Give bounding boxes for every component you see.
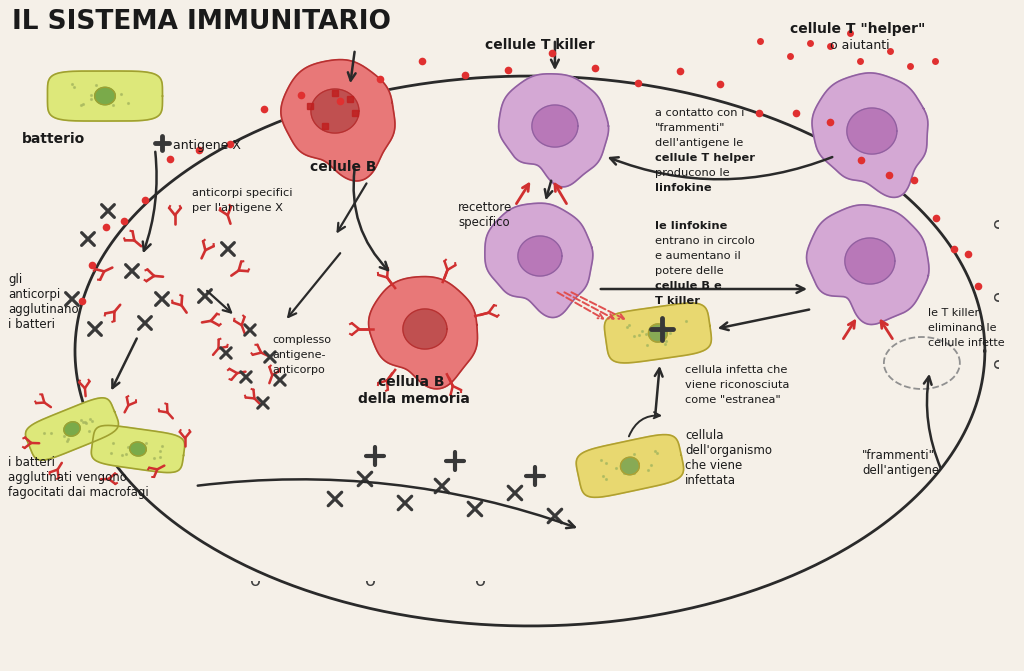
Polygon shape (648, 324, 668, 342)
Text: cellula infetta che: cellula infetta che (685, 365, 787, 375)
Text: viene riconosciuta: viene riconosciuta (685, 380, 790, 390)
Text: le T killer: le T killer (928, 308, 979, 318)
Text: dell'antigene le: dell'antigene le (655, 138, 743, 148)
Text: per l'antigene X: per l'antigene X (191, 203, 283, 213)
Text: "frammenti": "frammenti" (862, 449, 935, 462)
Polygon shape (94, 87, 116, 105)
Text: entrano in circolo: entrano in circolo (655, 236, 755, 246)
Text: cellule T "helper": cellule T "helper" (790, 22, 926, 36)
Text: cellula: cellula (685, 429, 723, 442)
Text: agglutinano: agglutinano (8, 303, 79, 316)
Text: cellule B: cellule B (310, 160, 377, 174)
Text: eliminano le: eliminano le (928, 323, 996, 333)
Polygon shape (311, 89, 359, 133)
Text: le linfokine: le linfokine (655, 221, 727, 231)
Text: linfokine: linfokine (655, 183, 712, 193)
Text: ᴗ: ᴗ (365, 572, 376, 590)
Text: infettata: infettata (685, 474, 736, 487)
Polygon shape (484, 203, 593, 317)
Text: i batteri: i batteri (8, 318, 55, 331)
Text: della memoria: della memoria (358, 392, 470, 406)
Polygon shape (281, 60, 395, 181)
Polygon shape (845, 238, 895, 284)
Text: "frammenti": "frammenti" (655, 123, 725, 133)
Polygon shape (130, 442, 146, 456)
Polygon shape (604, 303, 712, 363)
Text: recettore: recettore (458, 201, 512, 214)
Text: come "estranea": come "estranea" (685, 395, 780, 405)
Text: ᴗ: ᴗ (988, 359, 1006, 370)
Text: T killer: T killer (655, 296, 700, 306)
Text: i batteri: i batteri (8, 456, 55, 469)
Polygon shape (812, 73, 928, 197)
Text: antigene X: antigene X (173, 139, 241, 152)
Text: ᴗ: ᴗ (475, 572, 486, 590)
Text: a contatto con i: a contatto con i (655, 108, 744, 118)
Polygon shape (403, 309, 446, 349)
Polygon shape (369, 276, 477, 389)
Polygon shape (47, 71, 163, 121)
Text: agglutinati vengono: agglutinati vengono (8, 471, 127, 484)
Polygon shape (63, 422, 80, 436)
Polygon shape (847, 108, 897, 154)
Text: dell'antigene: dell'antigene (862, 464, 939, 477)
Text: ᴗ: ᴗ (250, 572, 261, 590)
Text: specifico: specifico (458, 216, 510, 229)
Text: antigene-: antigene- (272, 350, 326, 360)
Text: anticorpo: anticorpo (272, 365, 325, 375)
Polygon shape (518, 236, 562, 276)
Polygon shape (26, 398, 119, 460)
Text: cellule B e: cellule B e (655, 281, 722, 291)
Text: cellule infette: cellule infette (928, 338, 1005, 348)
Polygon shape (577, 435, 684, 497)
Text: anticorpi: anticorpi (8, 288, 60, 301)
Text: cellule T killer: cellule T killer (485, 38, 595, 52)
Polygon shape (531, 105, 578, 147)
Text: o aiutanti: o aiutanti (829, 39, 890, 52)
Text: producono le: producono le (655, 168, 729, 178)
Polygon shape (499, 74, 608, 187)
Polygon shape (91, 425, 184, 472)
Text: dell'organismo: dell'organismo (685, 444, 772, 457)
Text: ᴗ: ᴗ (988, 292, 1006, 303)
Text: potere delle: potere delle (655, 266, 724, 276)
Text: gli: gli (8, 273, 23, 286)
Polygon shape (621, 457, 639, 475)
Text: che viene: che viene (685, 459, 742, 472)
Text: anticorpi specifici: anticorpi specifici (191, 188, 293, 198)
Text: ᴗ: ᴗ (988, 219, 1006, 230)
Text: IL SISTEMA IMMUNITARIO: IL SISTEMA IMMUNITARIO (12, 9, 391, 35)
Text: e aumentano il: e aumentano il (655, 251, 740, 261)
Text: complesso: complesso (272, 335, 331, 345)
Text: batterio: batterio (22, 132, 85, 146)
Polygon shape (807, 205, 929, 325)
Text: cellula B: cellula B (378, 375, 444, 389)
Text: cellule T helper: cellule T helper (655, 153, 755, 163)
Text: fagocitati dai macrofagi: fagocitati dai macrofagi (8, 486, 148, 499)
